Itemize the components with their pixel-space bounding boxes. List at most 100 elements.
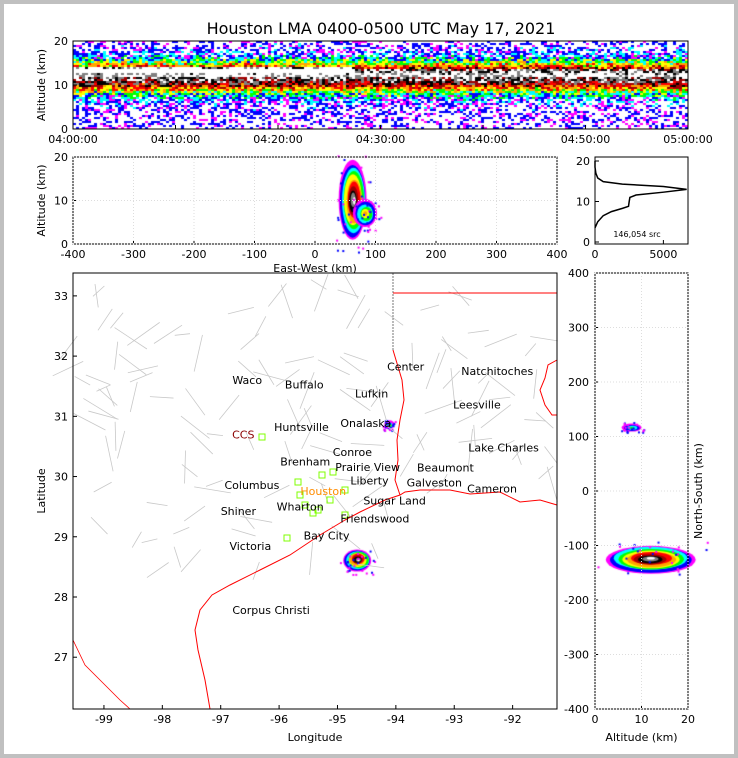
mississippi-river bbox=[539, 359, 558, 416]
x-tick-label: -96 bbox=[270, 713, 288, 726]
x-tick-label: -200 bbox=[182, 248, 207, 261]
y-tick-label: 20 bbox=[54, 151, 68, 164]
y-tick-label: 27 bbox=[54, 651, 68, 664]
x-tick-label: 04:50:00 bbox=[561, 133, 610, 146]
city-label: Friendswood bbox=[340, 513, 409, 526]
y-axis-label: North-South (km) bbox=[692, 443, 705, 539]
rio-grande bbox=[72, 639, 131, 710]
city-label: Houston bbox=[300, 485, 346, 498]
x-tick-label: 300 bbox=[486, 248, 507, 261]
lma-station-marker bbox=[301, 501, 309, 509]
city-label: Beaumont bbox=[417, 462, 474, 475]
x-tick-label: 100 bbox=[365, 248, 386, 261]
lma-station-marker bbox=[341, 486, 349, 494]
y-tick-label: 0 bbox=[61, 123, 68, 136]
y-tick-label: -200 bbox=[564, 594, 589, 607]
altitude-histogram-frame bbox=[594, 156, 689, 245]
x-tick-label: -400 bbox=[61, 248, 86, 261]
y-tick-label: 20 bbox=[576, 155, 590, 168]
lma-station-marker bbox=[296, 491, 304, 499]
y-tick-label: 31 bbox=[54, 410, 68, 423]
lma-station-marker bbox=[283, 534, 291, 542]
x-tick-label: -92 bbox=[504, 713, 522, 726]
source-count-label: 146,054 src bbox=[613, 230, 660, 239]
y-tick-label: 300 bbox=[568, 322, 589, 335]
y-tick-label: 10 bbox=[576, 196, 590, 209]
city-label: Liberty bbox=[350, 475, 389, 488]
time-height-frame bbox=[72, 40, 689, 130]
lma-station-marker bbox=[341, 511, 349, 519]
x-tick-label: 04:40:00 bbox=[458, 133, 507, 146]
x-tick-label: -98 bbox=[153, 713, 171, 726]
y-tick-label: 28 bbox=[54, 591, 68, 604]
lma-station-marker bbox=[258, 433, 266, 441]
x-tick-label: -100 bbox=[242, 248, 267, 261]
y-tick-label: -100 bbox=[564, 540, 589, 553]
city-label: Prairie View bbox=[335, 461, 400, 474]
lma-station-marker bbox=[329, 468, 337, 476]
city-label: Waco bbox=[232, 374, 262, 387]
x-tick-label: -95 bbox=[328, 713, 346, 726]
city-label: Huntsville bbox=[274, 421, 329, 434]
x-tick-label: 0 bbox=[592, 713, 599, 726]
city-label: Lufkin bbox=[355, 387, 388, 400]
coastline bbox=[194, 489, 558, 710]
lma-station-marker bbox=[318, 471, 326, 479]
y-tick-label: 400 bbox=[568, 267, 589, 280]
x-tick-label: 05:00:00 bbox=[663, 133, 712, 146]
y-tick-label: 0 bbox=[582, 485, 589, 498]
x-tick-label: -93 bbox=[445, 713, 463, 726]
y-tick-label: 30 bbox=[54, 471, 68, 484]
y-tick-label: 33 bbox=[54, 290, 68, 303]
x-tick-label: 10 bbox=[635, 713, 649, 726]
city-label: Center bbox=[387, 360, 425, 373]
x-tick-label: 20 bbox=[681, 713, 695, 726]
city-label: Brenham bbox=[280, 455, 330, 468]
city-label: Sugar Land bbox=[363, 495, 426, 508]
plan-view-frame bbox=[72, 272, 558, 710]
sabine-river-border bbox=[392, 349, 405, 496]
city-label: Corpus Christi bbox=[232, 604, 309, 617]
city-label: Wharton bbox=[277, 501, 324, 514]
y-tick-label: 0 bbox=[583, 236, 590, 249]
y-tick-label: -400 bbox=[564, 703, 589, 716]
y-tick-label: 32 bbox=[54, 350, 68, 363]
x-tick-label: -99 bbox=[95, 713, 113, 726]
city-label: Galveston bbox=[407, 477, 462, 490]
x-tick-label: -94 bbox=[387, 713, 405, 726]
city-label: Columbus bbox=[224, 479, 279, 492]
y-tick-label: 10 bbox=[54, 195, 68, 208]
x-tick-label: 04:20:00 bbox=[253, 133, 302, 146]
city-label: Shiner bbox=[221, 505, 257, 518]
x-axis-label: East-West (km) bbox=[273, 262, 356, 275]
x-tick-label: 04:10:00 bbox=[151, 133, 200, 146]
county-boundaries bbox=[52, 274, 558, 580]
y-tick-label: 20 bbox=[54, 35, 68, 48]
lma-station-marker bbox=[294, 478, 302, 486]
city-label: Buffalo bbox=[285, 378, 324, 391]
y-axis-label: Altitude (km) bbox=[35, 49, 48, 121]
x-tick-label: 04:30:00 bbox=[356, 133, 405, 146]
x-tick-label: 200 bbox=[426, 248, 447, 261]
y-axis-label: Latitude bbox=[35, 468, 48, 514]
y-tick-label: 0 bbox=[61, 238, 68, 251]
y-tick-label: 10 bbox=[54, 79, 68, 92]
x-tick-label: 400 bbox=[547, 248, 568, 261]
lma-station-marker bbox=[326, 496, 334, 504]
city-label: CCS bbox=[232, 428, 254, 441]
x-tick-label: 0 bbox=[592, 248, 599, 261]
y-tick-label: -300 bbox=[564, 649, 589, 662]
city-label: Lake Charles bbox=[468, 442, 539, 455]
x-axis-label: Longitude bbox=[288, 731, 343, 744]
x-tick-label: -97 bbox=[212, 713, 230, 726]
city-label: Victoria bbox=[229, 540, 271, 553]
altitude-histogram-line bbox=[594, 161, 687, 229]
x-tick-label: -300 bbox=[121, 248, 146, 261]
x-axis-label: Altitude (km) bbox=[605, 731, 677, 744]
x-tick-label: 0 bbox=[312, 248, 319, 261]
x-tick-label: 5000 bbox=[649, 248, 677, 261]
y-tick-label: 200 bbox=[568, 376, 589, 389]
lma-station-marker bbox=[309, 509, 317, 517]
